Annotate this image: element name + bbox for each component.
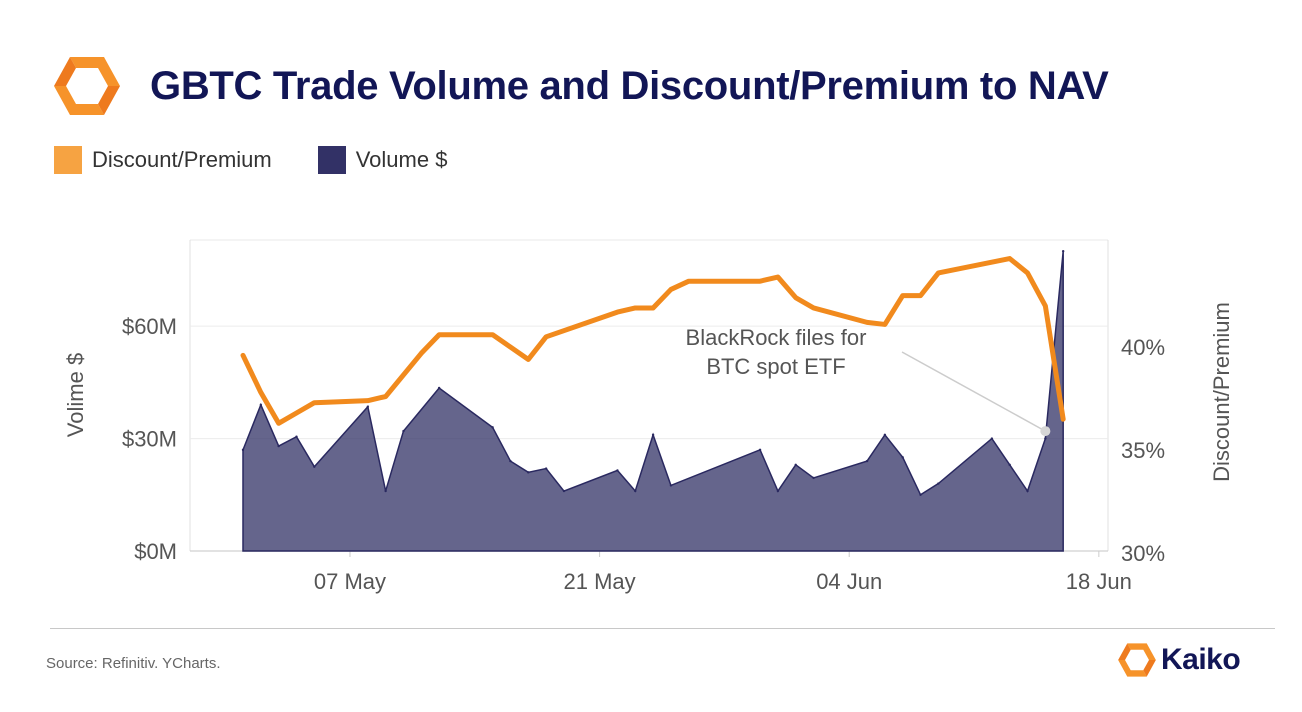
right-axis-tick-label: 35%: [1121, 438, 1165, 463]
discount-premium-point: [241, 353, 245, 357]
volume-point: [865, 459, 869, 463]
discount-premium-point: [544, 335, 548, 339]
right-axis-tick-label: 30%: [1121, 541, 1165, 566]
left-axis-title: Volime $: [63, 353, 88, 437]
chart-legend: Discount/Premium Volume $: [54, 146, 493, 174]
volume-point: [544, 467, 548, 470]
discount-premium-point: [633, 306, 637, 310]
right-axis-title: Discount/Premium: [1209, 302, 1234, 482]
annotation-marker: [1040, 426, 1051, 437]
legend-label-volume: Volume $: [355, 147, 448, 172]
left-axis-tick-label: $30M: [122, 427, 177, 452]
left-axis-tick-label: $0M: [134, 539, 177, 564]
volume-point: [616, 469, 619, 472]
volume-point: [1008, 463, 1011, 467]
volume-point: [437, 386, 441, 390]
volume-point: [937, 482, 940, 485]
volume-point: [384, 489, 387, 493]
volume-point: [491, 426, 494, 429]
discount-premium-point: [491, 333, 495, 337]
volume-point: [669, 484, 673, 487]
chart-title: GBTC Trade Volume and Discount/Premium t…: [150, 64, 1109, 108]
volume-point: [990, 437, 994, 440]
discount-premium-point: [919, 294, 923, 298]
discount-premium-point: [508, 345, 512, 349]
legend-item-discount-premium: Discount/Premium: [54, 146, 272, 174]
discount-premium-line: [240, 256, 1066, 426]
volume-point: [812, 476, 815, 480]
source-note: Source: Refinitiv. YCharts.: [46, 655, 221, 672]
volume-point: [527, 471, 530, 474]
volume-point: [794, 463, 797, 467]
discount-premium-point: [259, 390, 263, 394]
volume-point: [1061, 250, 1065, 253]
annotation-text: BTC spot ETF: [706, 354, 845, 379]
discount-premium-point: [794, 296, 798, 300]
volume-point: [509, 459, 512, 463]
volume-point: [634, 489, 637, 493]
x-axis-tick-label: 18 Jun: [1066, 569, 1132, 594]
volume-point: [259, 403, 263, 407]
discount-premium-point: [277, 421, 281, 425]
volume-point: [277, 444, 280, 448]
volume-point: [295, 435, 298, 438]
discount-premium-point: [883, 322, 887, 326]
x-axis-tick-label: 04 Jun: [816, 569, 882, 594]
discount-premium-point: [312, 401, 316, 405]
volume-point: [241, 448, 245, 452]
discount-premium-point: [437, 333, 441, 337]
brand-logo: Kaiko: [1117, 642, 1241, 678]
legend-item-volume: Volume $: [317, 146, 448, 174]
discount-premium-point: [669, 287, 673, 291]
volume-point: [313, 465, 316, 468]
volume-point: [919, 493, 922, 496]
discount-premium-point: [526, 357, 530, 361]
volume-point: [776, 489, 780, 493]
footer-divider: [50, 628, 1275, 629]
discount-premium-point: [384, 395, 388, 399]
volume-point: [1044, 437, 1047, 440]
volume-point: [562, 489, 566, 493]
discount-premium-point: [1008, 257, 1012, 261]
discount-premium-point: [419, 351, 423, 355]
discount-premium-point: [901, 294, 905, 298]
kaiko-brand-icon: [1118, 643, 1156, 677]
discount-premium-point: [758, 279, 762, 283]
discount-premium-point: [936, 271, 940, 275]
legend-swatch-volume: [317, 146, 346, 174]
volume-point: [651, 433, 655, 437]
legend-label-discount-premium: Discount/Premium: [92, 147, 272, 172]
discount-premium-point: [865, 320, 869, 324]
discount-premium-point: [1043, 304, 1047, 308]
discount-premium-point: [1061, 417, 1065, 421]
discount-premium-point: [776, 275, 780, 279]
volume-point: [758, 448, 762, 452]
brand-name: Kaiko: [1161, 643, 1241, 676]
discount-premium-point: [1026, 271, 1030, 275]
annotation-text: BlackRock files for: [686, 325, 867, 350]
kaiko-logo-icon: [54, 57, 120, 115]
left-axis-tick-label: $60M: [122, 314, 177, 339]
volume-point: [883, 433, 887, 437]
annotation-leader-line: [901, 351, 1046, 432]
x-axis-tick-label: 07 May: [314, 569, 386, 594]
x-axis-tick-label: 21 May: [564, 569, 636, 594]
discount-premium-point: [687, 279, 691, 283]
volume-point: [366, 405, 370, 408]
volume-point: [901, 456, 904, 459]
legend-swatch-discount-premium: [54, 146, 82, 174]
volume-point: [402, 429, 405, 433]
volume-point: [1026, 489, 1029, 493]
discount-premium-point: [812, 306, 816, 310]
discount-premium-point: [651, 306, 655, 310]
discount-premium-point: [366, 399, 370, 403]
discount-premium-point: [294, 411, 298, 415]
discount-premium-point: [615, 310, 619, 314]
right-axis-tick-label: 40%: [1121, 335, 1165, 360]
